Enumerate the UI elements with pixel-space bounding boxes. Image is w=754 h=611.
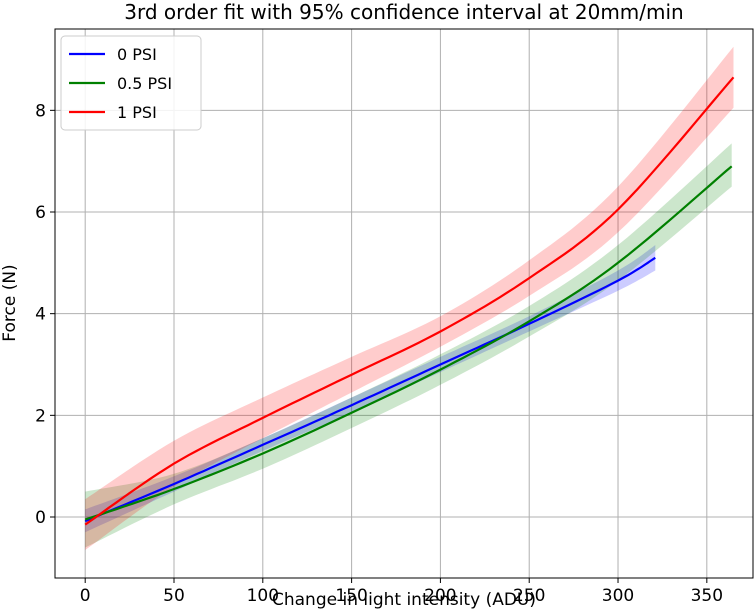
series-line bbox=[84, 76, 735, 526]
x-tick-label: 250 bbox=[513, 586, 545, 606]
x-tick-label: 50 bbox=[163, 586, 185, 606]
series-line bbox=[84, 165, 733, 521]
x-tick-label: 200 bbox=[424, 586, 456, 606]
x-tick-label: 300 bbox=[602, 586, 634, 606]
legend-label: 0.5 PSI bbox=[117, 74, 172, 93]
x-tick-label: 0 bbox=[80, 586, 91, 606]
series-line bbox=[84, 256, 656, 523]
plot-frame bbox=[54, 28, 754, 579]
legend: 0 PSI 0.5 PSI 1 PSI bbox=[60, 35, 202, 131]
y-tick-label: 2 bbox=[35, 406, 46, 426]
legend-label: 0 PSI bbox=[117, 45, 157, 64]
confidence-band bbox=[85, 46, 734, 551]
x-axis-label: Change in light intensity (ADU) bbox=[272, 590, 536, 610]
y-tick-label: 4 bbox=[35, 305, 46, 325]
legend-label: 1 PSI bbox=[117, 103, 157, 122]
y-axis-label: Force (N) bbox=[0, 264, 20, 341]
chart-title: 3rd order fit with 95% confidence interv… bbox=[124, 0, 684, 24]
y-tick-label: 8 bbox=[35, 101, 46, 121]
x-tick-label: 100 bbox=[247, 586, 279, 606]
y-tick-label: 0 bbox=[35, 508, 46, 528]
legend-box bbox=[60, 35, 202, 131]
y-tick-label: 6 bbox=[35, 203, 46, 223]
x-tick-label: 150 bbox=[335, 586, 367, 606]
x-tick-label: 350 bbox=[691, 586, 723, 606]
confidence-band bbox=[85, 143, 732, 548]
